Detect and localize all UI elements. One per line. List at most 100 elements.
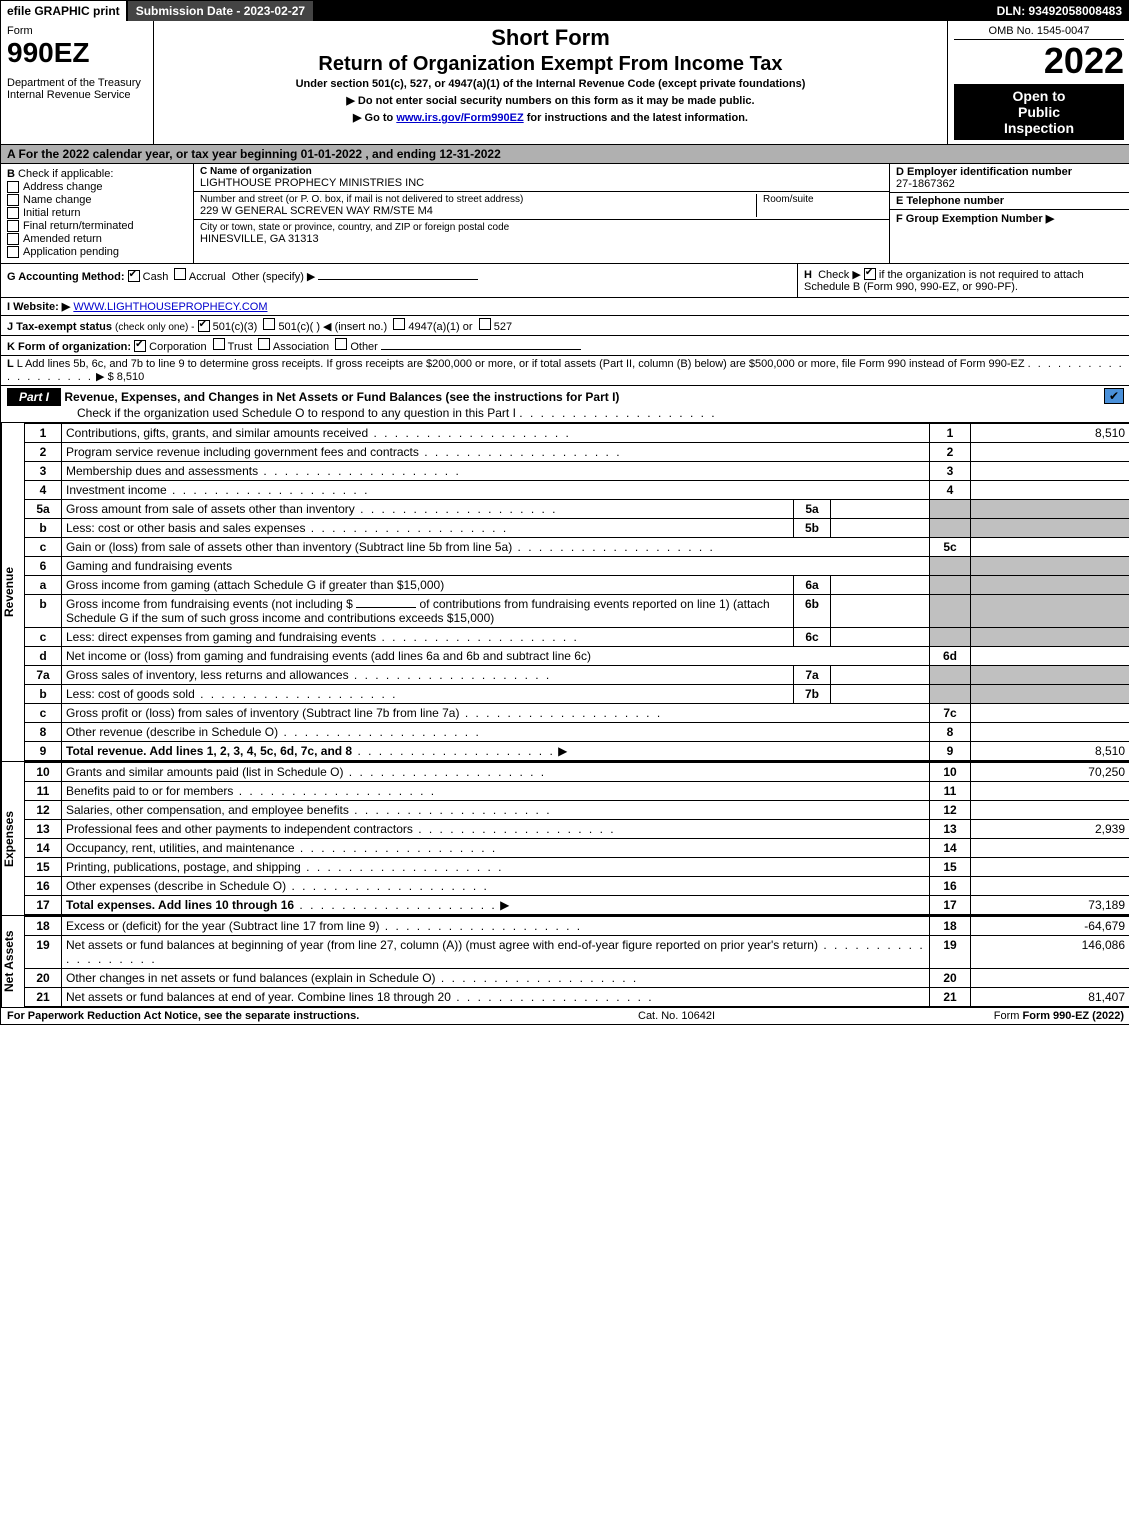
checkbox-initial-return[interactable] (7, 207, 19, 219)
header-left: Form 990EZ Department of the Treasury In… (1, 21, 154, 144)
line-20-amount (971, 969, 1129, 988)
j-label: J Tax-exempt status (7, 321, 112, 333)
line-1-desc: Contributions, gifts, grants, and simila… (66, 426, 368, 440)
line-11-amount (971, 782, 1129, 801)
line-14-amount (971, 839, 1129, 858)
sections-g-h: G Accounting Method: Cash Accrual Other … (1, 264, 1129, 298)
other-org-input[interactable] (381, 349, 581, 350)
line-19: 19Net assets or fund balances at beginni… (25, 936, 1129, 969)
short-form-title: Short Form (160, 25, 941, 51)
line-17-desc: Total expenses. Add lines 10 through 16 (66, 898, 294, 912)
line-1-amount: 8,510 (971, 424, 1129, 443)
checkbox-address-change[interactable] (7, 181, 19, 193)
line-11: 11Benefits paid to or for members11 (25, 782, 1129, 801)
sections-b-c-d-e-f: B Check if applicable: Address change Na… (1, 164, 1129, 264)
c-name-label: C Name of organization (200, 166, 883, 177)
line-17-arrow: ▶ (500, 898, 509, 912)
checkbox-4947a1[interactable] (393, 318, 405, 330)
line-6c-value (831, 628, 930, 647)
checkbox-association[interactable] (258, 338, 270, 350)
revenue-section: Revenue 1Contributions, gifts, grants, a… (1, 423, 1129, 762)
checkbox-cash[interactable] (128, 270, 140, 282)
line-18-desc: Excess or (deficit) for the year (Subtra… (66, 919, 379, 933)
line-13: 13Professional fees and other payments t… (25, 820, 1129, 839)
sub-title: Under section 501(c), 527, or 4947(a)(1)… (160, 78, 941, 90)
checkbox-application-pending[interactable] (7, 246, 19, 258)
section-a-tax-year: A For the 2022 calendar year, or tax yea… (1, 145, 1129, 164)
ein-value: 27-1867362 (896, 178, 1124, 190)
checkbox-501c[interactable] (263, 318, 275, 330)
checkbox-accrual[interactable] (174, 268, 186, 280)
label-corporation: Corporation (149, 341, 206, 353)
checkbox-amended-return[interactable] (7, 233, 19, 245)
open-to-public-box: Open to Public Inspection (954, 84, 1124, 140)
checkbox-name-change[interactable] (7, 194, 19, 206)
form-990ez-page: efile GRAPHIC print Submission Date - 20… (0, 0, 1129, 1025)
label-address-change: Address change (23, 181, 103, 193)
line-7b: bLess: cost of goods sold7b (25, 685, 1129, 704)
line-10-amount: 70,250 (971, 763, 1129, 782)
line-6: 6Gaming and fundraising events (25, 557, 1129, 576)
checkbox-527[interactable] (479, 318, 491, 330)
irs-link[interactable]: www.irs.gov/Form990EZ (396, 112, 523, 124)
line-5b-value (831, 519, 930, 538)
line-21-desc: Net assets or fund balances at end of ye… (66, 990, 451, 1004)
header-right: OMB No. 1545-0047 2022 Open to Public In… (948, 21, 1129, 144)
part-1-dots (519, 406, 716, 420)
line-15-desc: Printing, publications, postage, and shi… (66, 860, 301, 874)
line-7c-desc: Gross profit or (loss) from sales of inv… (66, 706, 459, 720)
city-label: City or town, state or province, country… (200, 222, 509, 233)
checkbox-schedule-o-part1[interactable]: ✔ (1104, 388, 1124, 404)
line-3: 3Membership dues and assessments3 (25, 462, 1129, 481)
k-label: K Form of organization: (7, 341, 131, 353)
line-13-desc: Professional fees and other payments to … (66, 822, 413, 836)
expenses-table: 10Grants and similar amounts paid (list … (24, 762, 1129, 915)
g-label: G Accounting Method: (7, 271, 125, 283)
website-link[interactable]: WWW.LIGHTHOUSEPROPHECY.COM (73, 301, 267, 313)
b-label: B (7, 168, 15, 180)
line-7a: 7aGross sales of inventory, less returns… (25, 666, 1129, 685)
check-if-applicable: Check if applicable: (18, 168, 113, 180)
section-b: B Check if applicable: Address change Na… (1, 164, 194, 263)
line-9-arrow: ▶ (558, 744, 567, 758)
line-5c: cGain or (loss) from sale of assets othe… (25, 538, 1129, 557)
tax-year: 2022 (954, 40, 1124, 82)
efile-print-label[interactable]: efile GRAPHIC print (1, 1, 128, 21)
l-arrow: ▶ (96, 371, 104, 383)
line-6d-amount (971, 647, 1129, 666)
line-5a: 5aGross amount from sale of assets other… (25, 500, 1129, 519)
line-21: 21Net assets or fund balances at end of … (25, 988, 1129, 1007)
street-label: Number and street (or P. O. box, if mail… (200, 194, 756, 205)
room-suite-label: Room/suite (763, 194, 883, 205)
h-check-text: Check ▶ (818, 269, 861, 281)
instr2-pre: ▶ Go to (353, 112, 396, 124)
part-1-check-text: Check if the organization used Schedule … (77, 406, 516, 420)
page-footer: For Paperwork Reduction Act Notice, see … (1, 1008, 1129, 1024)
line-6b-input[interactable] (356, 607, 416, 608)
line-7a-value (831, 666, 930, 685)
checkbox-501c3[interactable] (198, 320, 210, 332)
section-j: J Tax-exempt status (check only one) - 5… (1, 316, 1129, 336)
line-14: 14Occupancy, rent, utilities, and mainte… (25, 839, 1129, 858)
checkbox-other-org[interactable] (335, 338, 347, 350)
section-c: C Name of organization LIGHTHOUSE PROPHE… (194, 164, 889, 263)
line-21-amount: 81,407 (971, 988, 1129, 1007)
i-website-label: I Website: ▶ (7, 301, 70, 313)
checkbox-schedule-b-not-required[interactable] (864, 268, 876, 280)
line-20: 20Other changes in net assets or fund ba… (25, 969, 1129, 988)
checkbox-trust[interactable] (213, 338, 225, 350)
part-1-tab: Part I (7, 388, 61, 406)
line-6b-value (831, 595, 930, 628)
checkbox-corporation[interactable] (134, 340, 146, 352)
sections-d-e-f: D Employer identification number 27-1867… (889, 164, 1129, 263)
org-name: LIGHTHOUSE PROPHECY MINISTRIES INC (200, 177, 883, 189)
label-other-org: Other (350, 341, 378, 353)
checkbox-final-return[interactable] (7, 220, 19, 232)
footer-left: For Paperwork Reduction Act Notice, see … (7, 1010, 359, 1022)
label-association: Association (273, 341, 329, 353)
other-specify-input[interactable] (318, 279, 478, 280)
label-name-change: Name change (23, 194, 92, 206)
open-line-2: Public (956, 104, 1122, 120)
line-6a-value (831, 576, 930, 595)
line-6a-desc: Gross income from gaming (attach Schedul… (66, 578, 444, 592)
